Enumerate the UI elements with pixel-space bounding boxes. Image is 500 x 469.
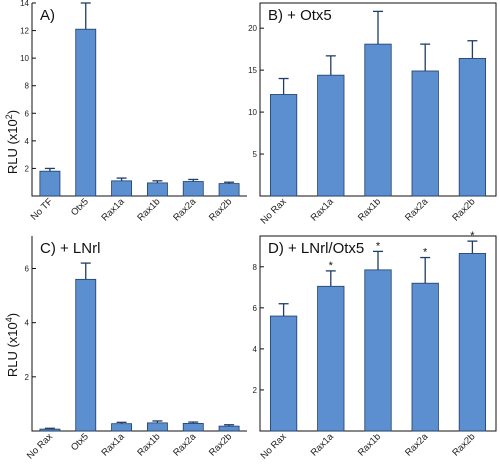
panel-C-axes [31,236,247,432]
x-tick-label: No Rax [25,431,55,461]
x-tick-label: Rax1a [100,196,128,224]
panel-C-title: C) + LNrl [40,240,100,257]
bar-C-rax2a [182,423,204,432]
bar-C-rax2b [218,425,240,432]
x-tick-label: Rax2b [450,431,477,458]
bar-C-rax1a [111,423,133,432]
x-tick-label: Rax1a [100,431,128,459]
y-tick-label: 5 [253,150,258,159]
y-tick-label: 4 [25,319,30,328]
panel-D-title: D) + LNrl/Otx5 [268,240,364,257]
bar-D-no-rax [269,315,298,432]
y-tick-label: 4 [25,137,30,146]
panel-A-title: A) [40,7,55,24]
significance-star: * [423,247,428,259]
panel-B-title: B) + Otx5 [268,7,332,24]
bar-A-otx5 [75,28,97,197]
significance-star: * [470,230,475,242]
x-tick-label: Rax1b [135,431,162,458]
y-tick-label: 2 [253,386,258,395]
y-axis-label-bottom-close: ) [5,313,20,317]
x-tick-label: Rax1a [309,196,337,224]
panel-D: D) + LNrl/Otx5 2 4 6 8 No Rax * Rax1a * Rax1b * Rax… [253,230,497,462]
bar-A-rax1b [146,182,168,197]
y-axis-label-bottom: RLU (x104) [4,313,20,377]
bar-C-otx5 [75,278,97,432]
bar-A-rax2b [218,183,240,197]
y-tick-label: 6 [253,304,258,313]
x-tick-label: Rax2b [207,431,234,458]
x-tick-label: Otx5 [69,431,91,453]
x-tick-label: Rax1b [135,196,162,223]
y-tick-label: 15 [248,66,257,75]
panel-A: A) 2 4 6 8 10 12 14 No TF Otx5 Rax1a Rax1b Rax2a Rax2… [20,0,247,224]
bar-D-rax1a [317,285,345,432]
bar-B-rax2b [458,57,487,197]
bar-C-rax1b [146,422,168,432]
y-axis-label-top-exponent: 2 [4,114,14,119]
y-tick-label: 10 [20,54,29,63]
bar-A-rax2a [182,181,204,197]
panel-B: B) + Otx5 5 10 15 20 No Rax Rax1a Rax1b Rax2a Rax… [248,2,497,227]
panels: A) 2 4 6 8 10 12 14 No TF Otx5 Rax1a Rax1b Rax2a Rax2… [20,0,497,462]
bar-C-no-rax [39,428,61,432]
x-tick-label: Rax2a [171,431,199,459]
bar-A-rax1a [111,180,133,197]
x-tick-label: No Rax [259,196,289,226]
bar-B-no-rax [269,94,298,197]
bar-A-no-tf [39,170,61,197]
y-axis-label-top: RLU (x102) [4,110,20,174]
y-tick-label: 8 [25,82,30,91]
y-tick-label: 2 [25,373,30,382]
y-tick-label: 14 [20,0,29,8]
x-tick-label: Rax2a [403,431,431,459]
y-tick-label: 6 [25,265,30,274]
significance-star: * [329,260,334,272]
y-axis-label-bottom-text: RLU (x10 [5,322,20,377]
significance-star: * [376,240,381,252]
y-tick-label: 8 [253,263,258,272]
x-tick-label: Rax1a [309,431,337,459]
y-axis-label-top-close: ) [5,110,20,114]
x-tick-label: Otx5 [69,196,91,218]
bar-B-rax1a [317,74,345,197]
bar-B-rax1b [364,43,392,197]
y-tick-label: 2 [25,164,30,173]
y-axis-label-top-text: RLU (x10 [5,119,20,174]
bar-D-rax1b [364,269,392,432]
x-tick-label: Rax1b [356,196,383,223]
y-tick-label: 4 [253,345,258,354]
x-tick-label: Rax2a [171,196,199,224]
x-tick-label: Rax2a [403,196,431,224]
x-tick-label: Rax1b [356,431,383,458]
x-tick-label: Rax2b [207,196,234,223]
x-tick-label: No TF [29,196,55,222]
y-tick-label: 6 [25,109,30,118]
y-tick-label: 10 [248,108,257,117]
panel-C: C) + LNrl 2 4 6 No Rax Otx5 Rax1a Rax1b Rax2a Rax… [25,236,247,462]
bar-D-rax2a [411,282,439,432]
panel-A-axes [31,3,247,197]
x-tick-label: Rax2b [450,196,477,223]
y-tick-label: 12 [20,27,29,36]
bar-D-rax2b [458,253,487,432]
y-tick-label: 20 [248,24,257,33]
y-axis-label-bottom-exponent: 4 [4,317,14,322]
x-tick-label: No Rax [259,431,289,461]
bar-B-rax2a [411,70,439,197]
